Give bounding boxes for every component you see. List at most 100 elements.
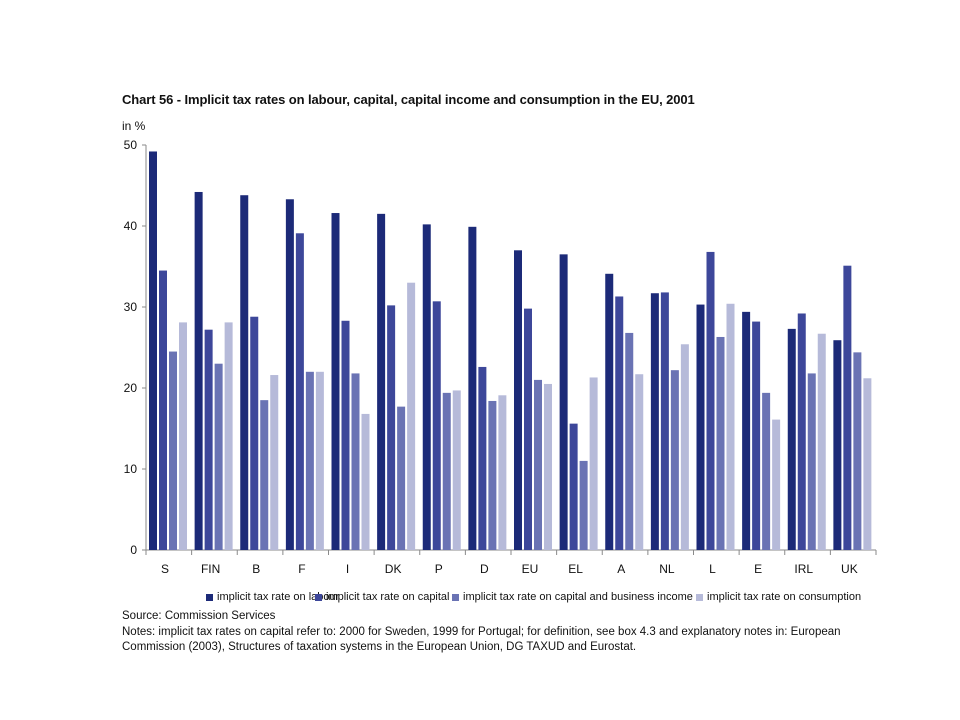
bar-l-series-4 — [726, 303, 735, 550]
bar-irl-series-2 — [797, 313, 806, 550]
bar-i-series-4 — [361, 413, 370, 550]
bar-b-series-3 — [260, 400, 269, 550]
bar-eu-series-3 — [534, 379, 542, 550]
bar-fin-series-3 — [214, 363, 223, 550]
bar-s-series-1 — [149, 151, 157, 551]
bar-uk-series-1 — [833, 340, 842, 550]
bar-s-series-3 — [169, 351, 177, 550]
x-tick-label-uk: UK — [841, 562, 858, 576]
bar-a-series-2 — [615, 296, 624, 550]
bar-d-series-3 — [488, 400, 497, 550]
legend-item-labour: implicit tax rate on labour — [206, 591, 339, 603]
bar-fin-series-4 — [224, 322, 233, 550]
bar-dk-series-2 — [387, 305, 396, 550]
bar-s-series-4 — [179, 322, 187, 550]
y-tick-label: 30 — [124, 300, 138, 314]
bar-dk-series-4 — [407, 282, 416, 550]
bar-b-series-4 — [270, 375, 279, 550]
bar-l-series-2 — [706, 251, 715, 551]
bar-el-series-2 — [569, 423, 578, 550]
x-tick-label-e: E — [754, 562, 762, 576]
bar-a-series-3 — [625, 332, 634, 550]
bar-el-series-4 — [589, 377, 598, 550]
x-tick-label-b: B — [252, 562, 260, 576]
bar-l-series-3 — [716, 336, 725, 550]
bar-irl-series-1 — [787, 328, 796, 550]
bar-a-series-4 — [635, 374, 644, 550]
legend-label-consumption: implicit tax rate on consumption — [707, 591, 862, 603]
bar-dk-series-1 — [377, 213, 386, 550]
bar-e-series-4 — [772, 419, 781, 550]
bar-uk-series-4 — [863, 378, 872, 550]
x-tick-label-s: S — [161, 562, 169, 576]
bar-e-series-1 — [742, 311, 751, 550]
legend-swatch-labour — [206, 593, 213, 601]
x-tick-label-fin: FIN — [201, 562, 220, 576]
bar-p-series-4 — [452, 390, 461, 550]
chart-notes: Notes: implicit tax rates on capital ref… — [122, 626, 841, 653]
y-tick-label: 40 — [124, 219, 138, 233]
bar-b-series-2 — [250, 316, 259, 550]
bar-eu-series-1 — [514, 250, 522, 551]
legend-item-consumption: implicit tax rate on consumption — [696, 591, 861, 603]
legend-swatch-capital — [315, 593, 322, 601]
x-tick-label-d: D — [480, 562, 489, 576]
bar-b-series-1 — [240, 195, 249, 550]
x-tick-label-el: EL — [568, 562, 583, 576]
bar-i-series-1 — [331, 213, 340, 551]
legend-swatch-capital-business-income — [452, 593, 459, 601]
legend-item-capital: implicit tax rate on capital — [315, 591, 450, 603]
bar-f-series-4 — [315, 371, 324, 550]
bar-f-series-1 — [285, 199, 294, 550]
bar-nl-series-1 — [650, 293, 659, 550]
y-tick-label: 10 — [124, 462, 138, 476]
bar-p-series-1 — [422, 224, 431, 550]
bar-s-series-2 — [159, 270, 167, 550]
chart-title: Chart 56 - Implicit tax rates on labour,… — [122, 92, 695, 107]
bar-irl-series-3 — [807, 373, 816, 550]
bar-d-series-1 — [468, 226, 477, 550]
bar-a-series-1 — [605, 273, 614, 550]
legend-item-capital-business-income: implicit tax rate on capital and busines… — [452, 591, 693, 603]
bar-p-series-3 — [442, 392, 451, 550]
bar-nl-series-3 — [670, 370, 679, 550]
bar-fin-series-1 — [194, 191, 203, 551]
bar-p-series-2 — [432, 301, 441, 550]
bar-i-series-2 — [341, 320, 350, 550]
y-axis-unit-label: in % — [122, 119, 146, 133]
bar-fin-series-2 — [204, 329, 213, 550]
x-tick-label-i: I — [346, 562, 349, 576]
bar-d-series-4 — [498, 395, 507, 550]
bar-i-series-3 — [351, 373, 360, 550]
bar-f-series-2 — [295, 233, 304, 551]
x-tick-label-p: P — [435, 562, 443, 576]
x-tick-label-a: A — [617, 562, 625, 576]
x-tick-label-eu: EU — [522, 562, 539, 576]
legend-label-capital-business-income: implicit tax rate on capital and busines… — [463, 591, 693, 603]
bar-uk-series-2 — [843, 265, 852, 550]
bar-d-series-2 — [478, 366, 487, 550]
legend-label-capital: implicit tax rate on capital — [326, 591, 450, 603]
x-tick-label-f: F — [298, 562, 305, 576]
bar-el-series-1 — [559, 254, 568, 550]
legend-swatch-consumption — [696, 593, 703, 601]
bar-f-series-3 — [305, 371, 314, 550]
bar-el-series-3 — [579, 460, 588, 550]
legend-label-labour: implicit tax rate on labour — [217, 591, 340, 603]
bar-e-series-3 — [762, 392, 771, 550]
bar-uk-series-3 — [853, 352, 862, 550]
x-tick-label-dk: DK — [385, 562, 402, 576]
bar-irl-series-4 — [817, 333, 826, 550]
bar-eu-series-4 — [544, 383, 552, 550]
y-tick-label: 50 — [124, 138, 138, 152]
x-tick-label-irl: IRL — [794, 562, 813, 576]
y-tick-label: 0 — [130, 543, 137, 557]
x-tick-label-nl: NL — [659, 562, 675, 576]
y-tick-label: 20 — [124, 381, 138, 395]
source-note: Source: Commission Services — [122, 610, 276, 622]
bar-nl-series-4 — [680, 344, 689, 550]
bar-e-series-2 — [752, 321, 761, 550]
bar-nl-series-2 — [660, 292, 669, 550]
bar-eu-series-2 — [524, 308, 532, 550]
